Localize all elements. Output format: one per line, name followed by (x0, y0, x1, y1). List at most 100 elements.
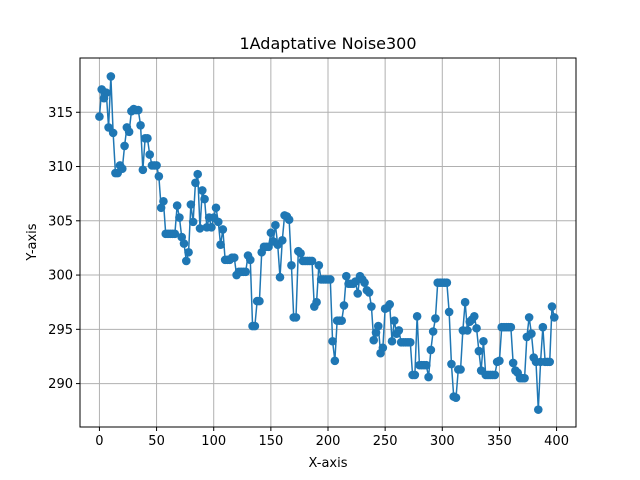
data-point (328, 336, 337, 346)
data-point (143, 134, 152, 143)
data-point (197, 186, 207, 195)
data-point (360, 278, 369, 287)
data-point (385, 300, 395, 309)
data-point (394, 326, 404, 335)
data-point (133, 105, 143, 115)
data-point (451, 393, 461, 403)
data-point (200, 194, 209, 204)
data-point (389, 316, 399, 325)
x-tick-label: 300 (430, 434, 455, 449)
data-point (495, 356, 504, 366)
data-point (456, 365, 465, 374)
y-axis-label: Y-axis (25, 223, 40, 261)
x-tick-label: 350 (487, 434, 512, 449)
data-point (152, 161, 161, 170)
data-point (444, 307, 454, 317)
data-point (533, 405, 543, 414)
y-tick-label: 305 (48, 214, 73, 229)
data-point (527, 329, 536, 338)
data-point (245, 255, 255, 265)
data-point (145, 150, 155, 159)
data-point (547, 302, 557, 311)
x-tick-label: 150 (258, 434, 283, 449)
data-point (124, 127, 134, 137)
y-tick-label: 290 (48, 377, 73, 392)
data-point (275, 272, 285, 282)
data-point (524, 313, 534, 322)
data-point (120, 141, 129, 151)
data-point (364, 288, 374, 297)
y-tick-label: 310 (48, 160, 73, 175)
data-point (213, 217, 223, 227)
data-point (341, 271, 351, 281)
data-point (211, 203, 221, 213)
data-point (378, 343, 388, 353)
data-point (179, 239, 189, 248)
data-point (95, 112, 104, 121)
x-tick-label: 400 (544, 434, 569, 449)
grid (80, 58, 576, 427)
data-point (291, 313, 301, 322)
data-point (175, 213, 184, 222)
data-point (154, 172, 164, 181)
x-tick-label: 50 (148, 434, 165, 449)
data-point (314, 260, 324, 270)
data-point (330, 356, 340, 366)
data-point (296, 249, 305, 258)
x-tick-label: 0 (95, 434, 103, 449)
data-point (266, 228, 276, 238)
data-point (353, 289, 363, 298)
data-point (367, 302, 376, 311)
data-point (188, 217, 198, 227)
data-point (412, 312, 422, 321)
data-point (549, 313, 559, 322)
data-point (207, 223, 216, 232)
data-point (138, 165, 148, 175)
data-point (447, 359, 456, 369)
data-point (325, 275, 335, 284)
data-point (216, 240, 225, 249)
data-point (426, 345, 436, 355)
data-point (250, 321, 260, 331)
data-point (193, 169, 203, 179)
data-point (156, 203, 166, 213)
data-point (159, 196, 168, 206)
data-point (172, 201, 182, 210)
data-point (312, 297, 321, 307)
data-point (177, 232, 187, 242)
data-point (520, 373, 529, 383)
data-point (170, 229, 180, 239)
data-point (469, 312, 479, 321)
data-point (106, 72, 116, 81)
data-point (241, 267, 251, 277)
data-point (428, 327, 438, 336)
series-layer (95, 72, 559, 414)
data-point (369, 335, 379, 345)
x-axis-label: X-axis (309, 456, 348, 471)
data-point (431, 314, 440, 323)
data-point (410, 370, 420, 380)
data-point (184, 247, 193, 257)
data-point (545, 357, 555, 367)
data-point (229, 253, 239, 262)
data-point (463, 326, 472, 335)
data-point (373, 321, 383, 331)
data-point (490, 370, 500, 380)
data-point (479, 336, 488, 346)
y-tick-label: 295 (48, 323, 73, 338)
data-point (136, 120, 145, 130)
x-tick-label: 100 (201, 434, 226, 449)
data-point (474, 346, 484, 356)
x-tick-label: 250 (373, 434, 398, 449)
data-point (421, 360, 431, 370)
data-point (339, 301, 349, 310)
data-point (108, 128, 118, 138)
data-point (472, 323, 481, 333)
y-tick-label: 300 (48, 269, 73, 284)
chart-title: 1Adaptative Noise300 (239, 34, 416, 53)
data-point (101, 88, 111, 98)
data-point (186, 200, 196, 209)
